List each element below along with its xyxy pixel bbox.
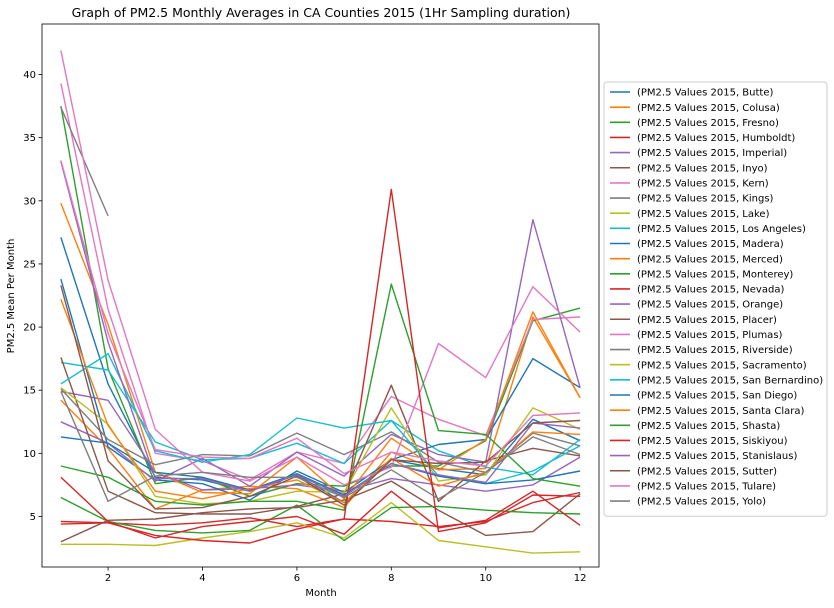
series-line [60, 107, 109, 217]
legend-label: (PM2.5 Values 2015, Imperial) [637, 148, 787, 159]
series-line [60, 357, 581, 515]
legend-label: (PM2.5 Values 2015, Inyo) [637, 163, 768, 174]
series-line [60, 105, 581, 497]
legend-label: (PM2.5 Values 2015, Orange) [637, 300, 783, 311]
series-line [60, 391, 581, 502]
y-tick-label: 20 [23, 323, 36, 334]
legend-label: (PM2.5 Values 2015, Madera) [637, 239, 784, 250]
axes-frame [41, 23, 600, 568]
series-line [60, 501, 581, 554]
legend-label: (PM2.5 Values 2015, San Bernardino) [637, 375, 823, 386]
y-tick-label: 10 [23, 449, 36, 460]
chart-title: Graph of PM2.5 Monthly Averages in CA Co… [72, 5, 571, 20]
legend-label: (PM2.5 Values 2015, Sacramento) [637, 360, 807, 371]
y-tick-label: 40 [23, 70, 36, 81]
legend-label: (PM2.5 Values 2015, Santa Clara) [637, 406, 804, 417]
x-tick-label: 6 [294, 573, 300, 584]
legend-label: (PM2.5 Values 2015, Siskiyou) [637, 436, 788, 447]
series-line [60, 316, 581, 510]
y-tick-label: 5 [30, 512, 36, 523]
y-tick-label: 25 [23, 259, 36, 270]
series-line [60, 285, 581, 510]
x-tick-label: 10 [479, 573, 492, 584]
legend-box [603, 81, 828, 517]
x-tick-label: 12 [574, 573, 587, 584]
series-line [60, 496, 581, 542]
series-line [60, 476, 581, 539]
series-line [60, 188, 581, 544]
legend-label: (PM2.5 Values 2015, Yolo) [637, 497, 766, 508]
series-line [60, 352, 581, 485]
series-line [60, 161, 581, 497]
legend-label: (PM2.5 Values 2015, Monterey) [637, 269, 793, 280]
x-axis-label: Month [305, 588, 336, 599]
y-tick-label: 30 [23, 196, 36, 207]
series-line [60, 283, 581, 511]
legend: (PM2.5 Values 2015, Butte) (PM2.5 Values … [603, 81, 828, 517]
series-line [60, 50, 581, 486]
legend-label: (PM2.5 Values 2015, Butte) [637, 88, 773, 99]
legend-label: (PM2.5 Values 2015, Kings) [637, 194, 774, 205]
legend-label: (PM2.5 Values 2015, Shasta) [637, 421, 780, 432]
y-tick-label: 35 [23, 133, 36, 144]
legend-label: (PM2.5 Values 2015, Kern) [637, 179, 769, 190]
legend-label: (PM2.5 Values 2015, Colusa) [637, 103, 780, 114]
series-line [60, 390, 581, 492]
legend-label: (PM2.5 Values 2015, Nevada) [637, 285, 784, 296]
legend-label: (PM2.5 Values 2015, Los Angeles) [637, 224, 806, 235]
legend-label: (PM2.5 Values 2015, Riverside) [637, 345, 793, 356]
series-line [60, 219, 581, 487]
legend-label: (PM2.5 Values 2015, Sutter) [637, 466, 777, 477]
legend-label: (PM2.5 Values 2015, Placer) [637, 315, 777, 326]
x-tick-label: 8 [388, 573, 394, 584]
legend-label: (PM2.5 Values 2015, Merced) [637, 254, 783, 265]
legend-label: (PM2.5 Values 2015, Stanislaus) [637, 451, 797, 462]
legend-label: (PM2.5 Values 2015, San Diego) [637, 391, 797, 402]
x-tick-label: 2 [105, 573, 111, 584]
legend-label: (PM2.5 Values 2015, Tulare) [637, 482, 776, 493]
legend-label: (PM2.5 Values 2015, Fresno) [637, 118, 779, 129]
legend-label: (PM2.5 Values 2015, Plumas) [637, 330, 783, 341]
y-axis-label: PM2.5 Mean Per Month [6, 239, 17, 354]
legend-label: (PM2.5 Values 2015, Lake) [637, 209, 770, 220]
y-tick-label: 15 [23, 386, 36, 397]
series-line [60, 480, 581, 543]
legend-label: (PM2.5 Values 2015, Humboldt) [637, 133, 795, 144]
series-line [60, 160, 581, 475]
series-line [60, 436, 581, 496]
x-tick-label: 4 [199, 573, 205, 584]
plot-area: 2 4 6 8 10 12 5 10 15 20 25 30 35 40 [23, 23, 600, 584]
